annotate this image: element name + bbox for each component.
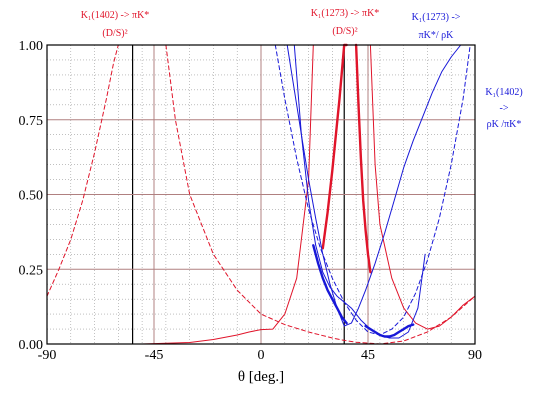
reference-lines: [47, 45, 475, 344]
annotation-k1402-ratio-line1: K₁(1402): [485, 87, 522, 98]
y-tick-label: 0.75: [19, 114, 44, 129]
x-tick-label: -90: [38, 348, 57, 363]
annotation-k1402-ratio-line3: ρK /πK*: [487, 119, 522, 130]
annotation-k1402-ratio: K₁(1402) -> ρK /πK*: [485, 87, 522, 130]
series-line-4: [321, 43, 348, 250]
annotation-k1273-ratio: K₁(1273) -> πK*/ ρK: [412, 12, 461, 41]
annotation-k1273-dsratio-line1: K₁(1273) -> πK*: [311, 8, 380, 19]
series-line-6: [286, 44, 462, 327]
series-line-1: [165, 44, 476, 345]
annotation-k1273-ratio-line1: K₁(1273) ->: [412, 12, 461, 23]
series-line-7: [293, 44, 426, 339]
series-line-9: [364, 323, 415, 338]
y-tick-label: 0.50: [19, 189, 44, 204]
y-tick-label: 1.00: [19, 39, 44, 54]
x-tick-label: 0: [258, 348, 265, 363]
series-line-10: [274, 44, 471, 336]
series-line-5: [354, 43, 372, 274]
plot-frame: [46, 44, 476, 345]
tick-labels: -90 -45 0 45 90 0.00 0.25 0.50 0.75 1.00: [19, 39, 483, 363]
series-line-0: [46, 44, 119, 297]
series-layer: [46, 43, 476, 345]
x-axis-title: θ [deg.]: [238, 369, 284, 385]
y-tick-label: 0.00: [19, 338, 44, 353]
x-tick-label: 90: [468, 348, 482, 363]
annotation-k1402-dsratio: K₁(1402) -> πK* (D/S)²: [81, 10, 150, 39]
annotation-k1402-ratio-line2: ->: [500, 103, 509, 114]
x-tick-label: 45: [361, 348, 375, 363]
x-tick-label: -45: [145, 348, 164, 363]
annotation-k1402-dsratio-line2: (D/S)²: [102, 28, 127, 39]
annotation-k1273-ratio-line2: πK*/ ρK: [419, 30, 455, 41]
series-line-3: [369, 44, 476, 330]
annotation-k1273-dsratio-line2: (D/S)²: [332, 26, 357, 37]
annotation-k1402-dsratio-line1: K₁(1402) -> πK*: [81, 10, 150, 21]
y-tick-label: 0.25: [19, 263, 44, 278]
series-line-8: [312, 244, 348, 325]
annotation-k1273-dsratio: K₁(1273) -> πK* (D/S)²: [311, 8, 380, 37]
